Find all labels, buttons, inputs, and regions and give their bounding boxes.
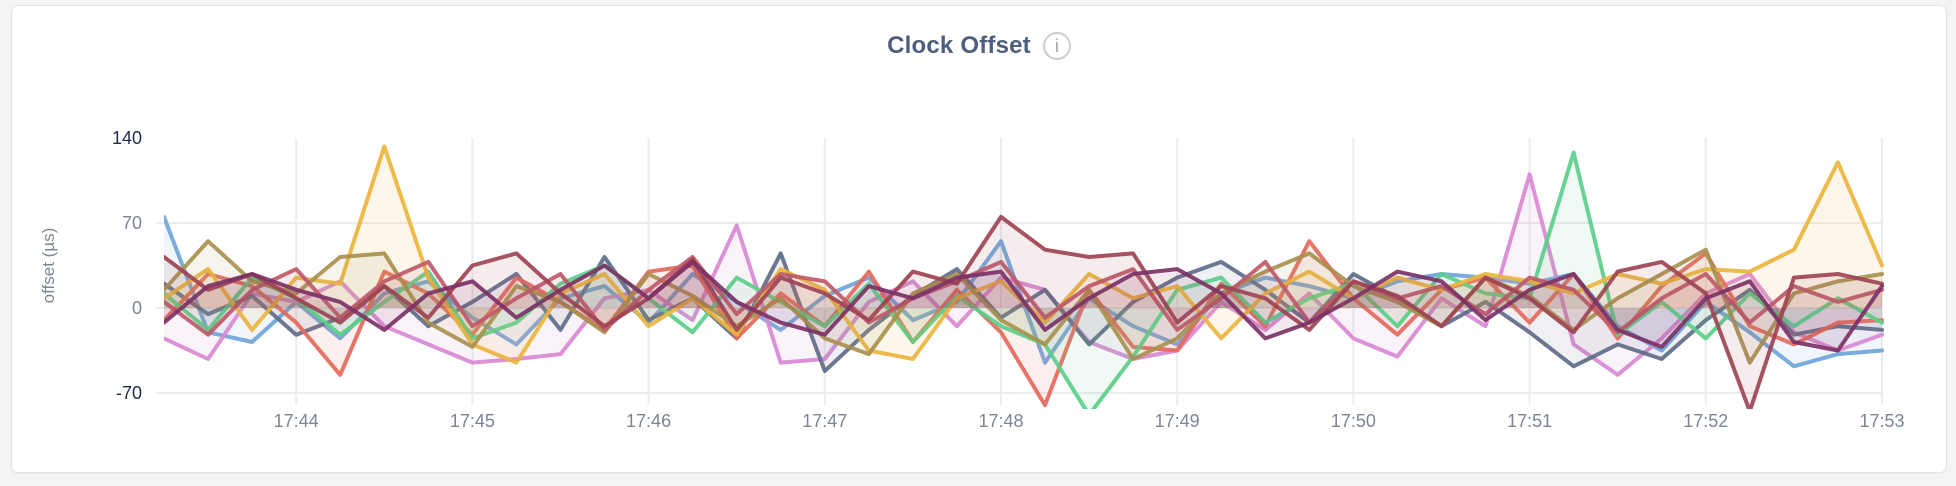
clock-offset-chart[interactable]: 140 70 0 -70 17:44 17:45 17:46 17:47 17:48 17:49 1… [12,6,1946,472]
x-tick-label: 17:46 [626,411,671,431]
series-line-series-5 [164,150,1884,409]
series-line-series-10 [164,259,1884,353]
y-tick-label: 140 [112,128,142,148]
y-tick-label: 70 [122,213,142,233]
series-area-series-4 [164,241,1882,406]
x-tick-label: 17:53 [1859,411,1904,431]
series-area-series-9 [164,216,1882,409]
x-tick-label: 17:52 [1683,411,1728,431]
x-tick-label: 17:50 [1331,411,1376,431]
x-tick-label: 17:48 [978,411,1023,431]
series-line-series-2 [164,172,1884,377]
series-line-series-7 [164,239,1884,365]
y-tick-label: 0 [132,298,142,318]
chart-header: Clock Offset i [12,32,1946,60]
x-tick-label: 17:49 [1155,411,1200,431]
series-area-series-1 [164,216,1882,367]
x-tick-label: 17:51 [1507,411,1552,431]
x-tick-label: 17:44 [274,411,319,431]
clock-offset-card: Clock Offset i 140 70 0 -70 17:44 17:45 17:46 1… [11,5,1947,473]
chart-title: Clock Offset [887,32,1031,59]
x-tick-label: 17:45 [450,411,495,431]
y-axis-title: offset (µs) [39,228,58,304]
y-tick-label: -70 [116,383,142,403]
x-tick-label: 17:47 [802,411,847,431]
info-icon[interactable]: i [1042,32,1071,60]
series-group [164,144,1884,409]
series-area-series-10 [164,261,1882,351]
series-area-series-3 [164,253,1882,372]
